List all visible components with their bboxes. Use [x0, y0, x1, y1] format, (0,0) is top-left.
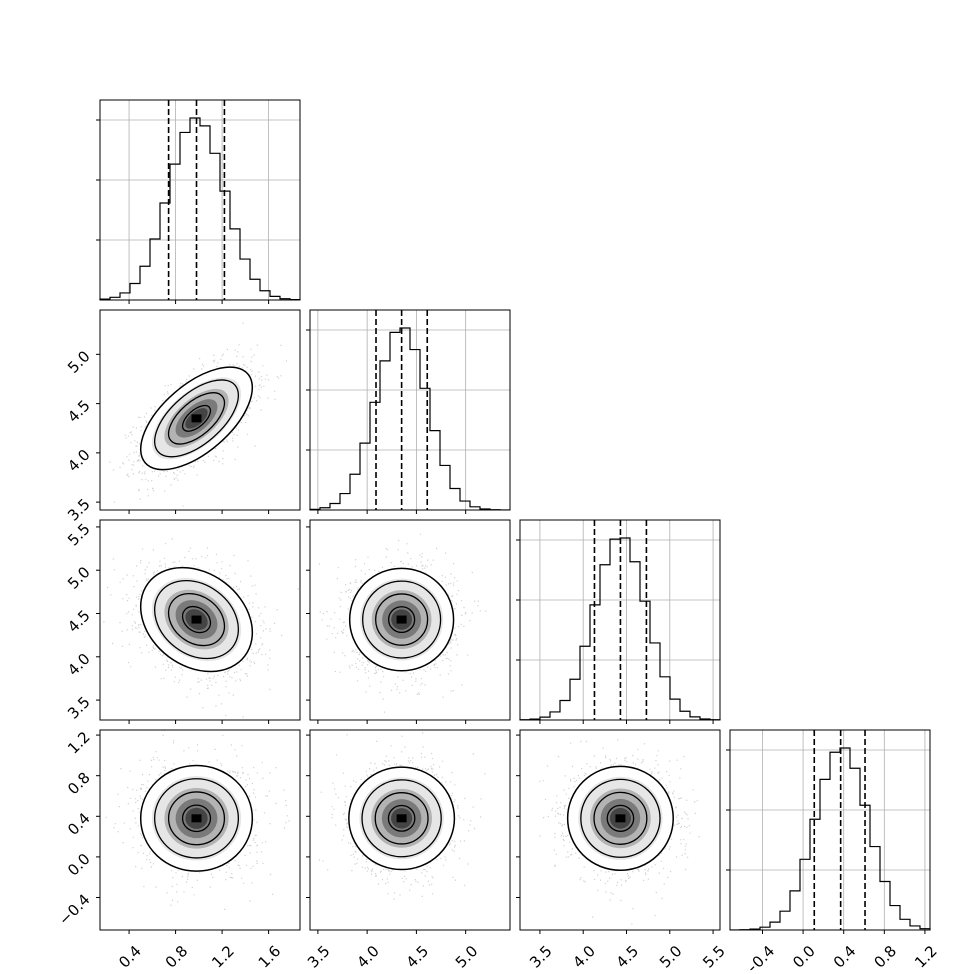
- y-tick-label: 0.4: [64, 809, 94, 839]
- y-tick-label: 4.5: [64, 397, 94, 427]
- contour-line: [362, 580, 442, 659]
- contour-line: [606, 804, 635, 832]
- x-tick-label: 1.2: [208, 942, 238, 970]
- contour-line: [181, 404, 212, 432]
- y-tick-label: 5.5: [64, 520, 94, 550]
- contour-line: [593, 791, 648, 845]
- panel-frame: [99, 729, 301, 931]
- panel-frame: [729, 729, 931, 931]
- panel-1-0: 3.5 4.0 4.5 5.0: [64, 309, 301, 525]
- contour-line: [374, 792, 429, 845]
- panel-3-3: −0.4 0.0 0.4 0.8 1.2: [726, 729, 941, 974]
- panel-1-1: [306, 309, 511, 514]
- x-tick-label: 5.5: [699, 942, 729, 970]
- y-tick-label: 3.5: [64, 693, 94, 723]
- x-tick-label: 4.0: [569, 942, 599, 970]
- x-tick-label: 3.5: [526, 942, 556, 970]
- contour-line: [348, 766, 456, 871]
- x-tick-label: 4.0: [353, 942, 383, 970]
- contour-line: [139, 764, 254, 872]
- contour-line: [154, 379, 240, 458]
- y-tick-label: 0.8: [64, 769, 94, 799]
- panel-frame: [519, 729, 721, 931]
- panel-frame: [309, 729, 511, 931]
- panel-0-0: [96, 99, 301, 304]
- x-tick-label: 0.0: [789, 942, 819, 970]
- x-tick-label: 1.6: [255, 942, 285, 970]
- x-tick-label: 4.5: [403, 942, 433, 970]
- hist-grid: [730, 730, 930, 930]
- x-tick-label: 5.0: [656, 942, 686, 970]
- x-tick-label: 1.2: [911, 942, 941, 970]
- panel-frame: [309, 309, 511, 511]
- x-tick-label: 5.0: [452, 942, 482, 970]
- x-tick-label: 3.5: [304, 942, 334, 970]
- density-layer: [318, 732, 486, 900]
- hist-grid: [100, 100, 300, 300]
- panel-2-1: [306, 519, 511, 724]
- y-tick-label: −0.4: [55, 890, 93, 928]
- contour-line: [580, 778, 661, 858]
- x-tick-label: 0.8: [162, 942, 192, 970]
- panel-frame: [99, 519, 301, 721]
- y-tick-label: 5.0: [64, 347, 94, 377]
- x-tick-label: 0.4: [830, 942, 860, 970]
- x-tick-label: −0.4: [740, 942, 778, 970]
- density-peak: [396, 814, 407, 823]
- y-tick-label: 0.0: [64, 850, 94, 880]
- panel-frame: [99, 309, 301, 511]
- density-layer: [103, 538, 299, 718]
- y-tick-label: 5.0: [64, 563, 94, 593]
- histogram-step: [729, 747, 931, 931]
- contour-line: [154, 579, 240, 660]
- panel-2-0: 3.5 4.0 4.5 5.0 5.5: [64, 519, 301, 724]
- y-tick-label: 4.0: [64, 650, 94, 680]
- contour-line: [167, 592, 226, 647]
- y-tick-label: 3.5: [64, 495, 94, 525]
- density-peak: [396, 615, 407, 624]
- histogram-step: [99, 117, 301, 301]
- panel-3-2: 3.5 4.0 4.5 5.0 5.5: [516, 729, 729, 972]
- density-peak: [191, 414, 202, 423]
- histogram-step: [309, 327, 511, 511]
- contour-line: [387, 606, 416, 634]
- contour-line: [348, 567, 455, 672]
- contour-line: [387, 804, 416, 832]
- panel-frame: [519, 519, 721, 721]
- contour-line: [167, 791, 226, 846]
- contour-line: [181, 605, 212, 634]
- density-layer: [105, 730, 290, 910]
- contour-line: [361, 779, 442, 858]
- density-layer: [109, 322, 288, 507]
- y-tick-label: 4.0: [64, 446, 94, 476]
- sample-points: [310, 533, 487, 713]
- density-peak: [191, 615, 202, 624]
- contour-line: [139, 566, 254, 673]
- hist-grid: [310, 310, 510, 510]
- panel-2-2: [516, 519, 721, 724]
- panel-frame: [309, 519, 511, 721]
- panel-frame: [99, 99, 301, 301]
- contour-line: [167, 392, 226, 445]
- y-tick-label: 4.5: [64, 606, 94, 636]
- x-tick-label: 0.8: [870, 942, 900, 970]
- contour-line: [566, 765, 674, 872]
- x-tick-label: 0.4: [115, 942, 145, 970]
- contour-line: [154, 778, 240, 859]
- density-peak: [615, 814, 626, 823]
- panel-3-1: 3.5 4.0 4.5 5.0: [304, 729, 511, 972]
- contour-line: [181, 804, 212, 833]
- sample-points: [318, 732, 486, 900]
- contour-line: [375, 593, 429, 646]
- density-layer: [310, 533, 487, 713]
- contour-line: [139, 366, 254, 471]
- density-peak: [191, 814, 202, 823]
- density-layer: [539, 739, 700, 925]
- y-tick-label: 1.2: [64, 728, 94, 758]
- x-tick-label: 4.5: [613, 942, 643, 970]
- panel-3-0: 0.4 0.8 1.2 1.6 −0.4 0.0 0.4 0.8 1.2: [55, 728, 301, 972]
